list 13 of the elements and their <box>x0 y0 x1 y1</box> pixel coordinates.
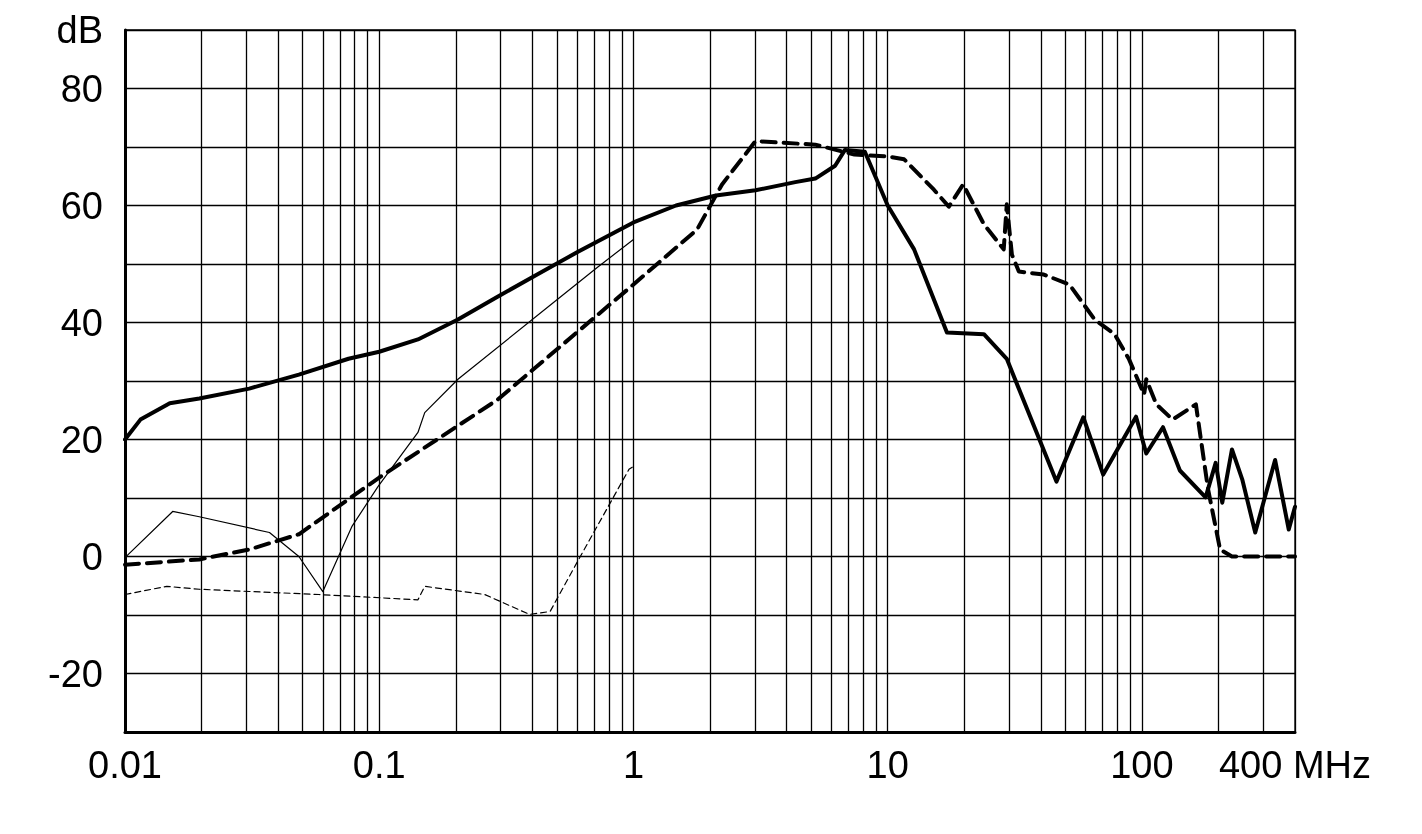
x-tick-label: 400 MHz <box>1218 744 1372 786</box>
x-tick-label: 100 <box>1110 744 1174 786</box>
y-tick-label: 60 <box>60 184 103 227</box>
y-tick-label: 80 <box>60 67 103 110</box>
y-tick-label: 0 <box>81 535 103 578</box>
y-tick-label: 40 <box>60 301 103 344</box>
y-tick-label: 20 <box>60 418 103 461</box>
y-tick-label: dB <box>56 9 103 51</box>
x-tick-label: 1 <box>622 744 645 786</box>
x-tick-label: 10 <box>866 744 909 786</box>
x-tick-label: 0.1 <box>352 744 406 786</box>
y-tick-label: -20 <box>48 652 103 695</box>
x-tick-label: 0.01 <box>88 744 162 786</box>
